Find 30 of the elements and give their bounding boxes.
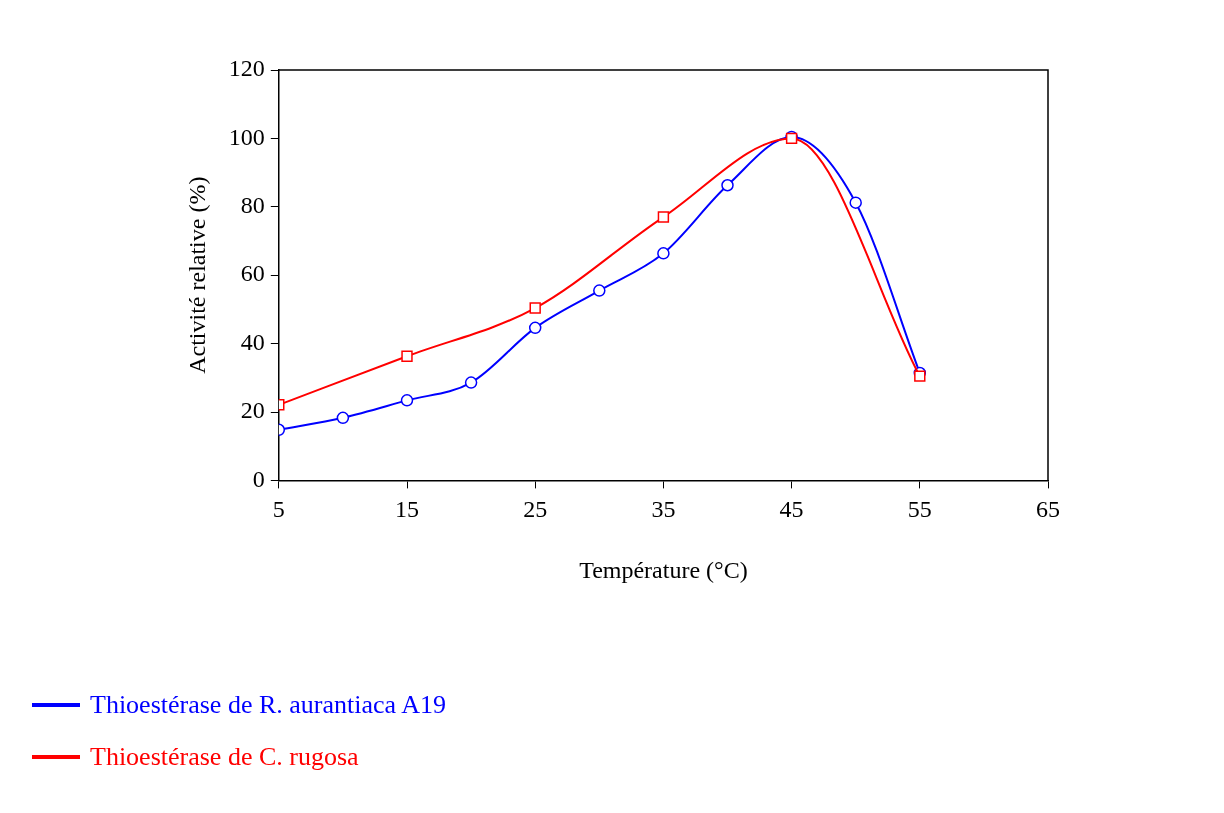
y-tick-label: 0: [252, 465, 265, 492]
x-tick-label: 55: [907, 496, 932, 523]
point: [528, 321, 542, 335]
x-tick-label: 35: [651, 496, 676, 523]
y-tick-label: 20: [240, 397, 265, 424]
legend-label: Thioestérase de C. rugosa: [90, 742, 359, 772]
x-tick-label: 25: [523, 496, 548, 523]
point: [914, 370, 926, 382]
y-tick-label: 60: [240, 260, 265, 287]
y-tick-label: 40: [240, 328, 265, 355]
y-axis-title: Activité relative (%): [183, 176, 210, 374]
point: [657, 247, 670, 260]
point: [657, 211, 670, 223]
x-tick-label: 5: [272, 496, 285, 523]
point: [529, 302, 541, 314]
point: [400, 394, 414, 407]
point: [849, 196, 862, 209]
x-tick-label: 45: [779, 496, 804, 523]
y-tick-label: 100: [228, 123, 265, 150]
x-tick-label: 65: [1036, 496, 1060, 523]
point: [401, 350, 413, 362]
y-tick-label: 80: [240, 192, 265, 219]
point: [593, 284, 606, 297]
x-axis-title: Température (°C): [579, 556, 748, 583]
point: [464, 376, 478, 389]
point: [721, 179, 734, 192]
legend-label: Thioestérase de R. aurantiaca A19: [90, 690, 446, 720]
point: [336, 411, 350, 425]
x-tick-label: 15: [395, 496, 419, 523]
y-tick-label: 120: [228, 55, 265, 82]
